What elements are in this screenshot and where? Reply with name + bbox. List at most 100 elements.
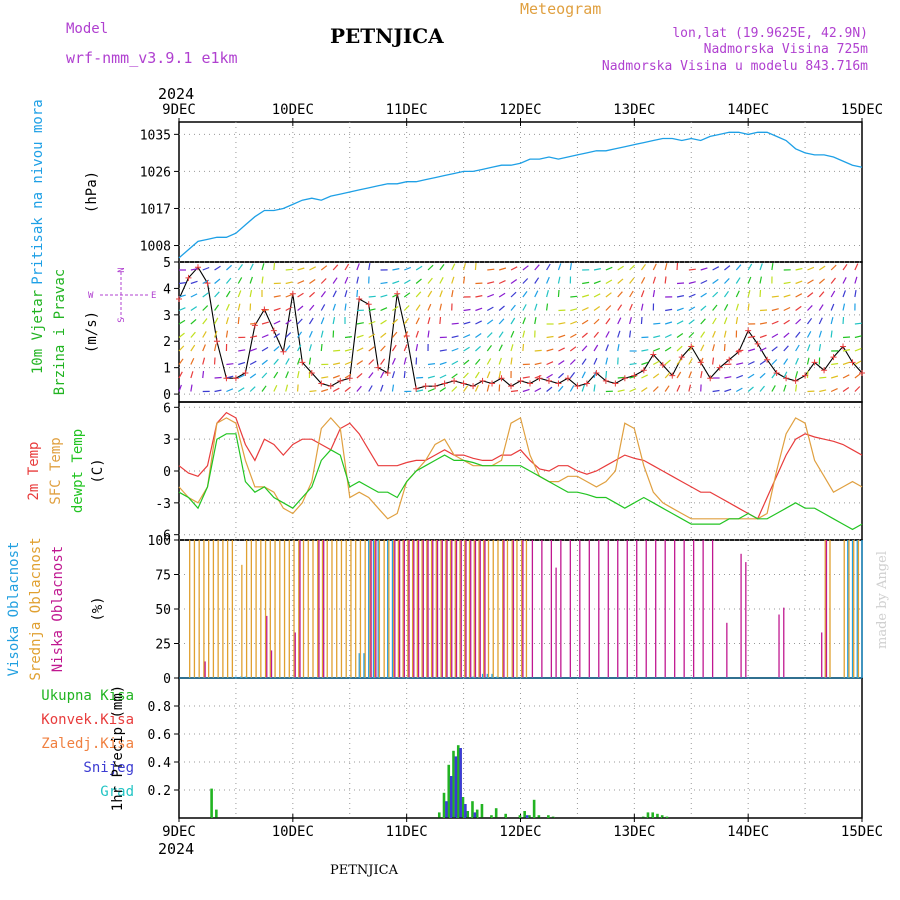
wind-barb bbox=[605, 305, 612, 311]
wind-barb bbox=[190, 293, 198, 298]
wind-barb bbox=[190, 344, 196, 352]
wind-barb bbox=[640, 277, 646, 284]
wind-marker bbox=[327, 383, 334, 390]
wind-barb bbox=[854, 290, 857, 298]
wind-barb bbox=[534, 362, 542, 366]
wind-marker bbox=[821, 367, 828, 374]
wind-marker bbox=[602, 377, 609, 384]
wind-barb bbox=[356, 347, 364, 352]
wind-barb bbox=[830, 264, 837, 271]
wind-barb bbox=[688, 268, 696, 271]
wind-barb bbox=[700, 318, 706, 325]
precip-bar bbox=[651, 812, 655, 818]
precip-bar bbox=[665, 816, 669, 818]
wind-barb bbox=[593, 357, 598, 365]
wind-barb bbox=[178, 345, 185, 352]
model-altitude-label: Nadmorska Visina u modelu 843.716m bbox=[602, 59, 868, 74]
wind-barb bbox=[510, 266, 518, 271]
wind-marker bbox=[318, 380, 325, 387]
wind-barb bbox=[320, 265, 328, 271]
wind-barb bbox=[356, 385, 362, 392]
wind-barb bbox=[558, 322, 566, 325]
wind-barb bbox=[605, 331, 610, 338]
wind-barb bbox=[629, 317, 632, 325]
wind-marker bbox=[688, 343, 695, 350]
wind-barb bbox=[297, 280, 305, 285]
wind-marker bbox=[356, 295, 363, 302]
wind-marker bbox=[289, 290, 296, 297]
wind-barb bbox=[202, 266, 210, 271]
wind-barb bbox=[783, 332, 790, 338]
wind-barb bbox=[178, 384, 182, 392]
precip-bar bbox=[464, 804, 467, 818]
wind-barb bbox=[297, 267, 305, 271]
wind-barb bbox=[806, 344, 811, 352]
wind-barb bbox=[807, 266, 815, 271]
precip-bar bbox=[646, 812, 650, 818]
wind-barb bbox=[570, 320, 578, 325]
wind-barb bbox=[403, 344, 408, 352]
cloud-ytick-label: 50 bbox=[155, 603, 171, 618]
wind-barb bbox=[463, 372, 469, 379]
wind-barb bbox=[747, 276, 752, 284]
wind-barb bbox=[344, 276, 349, 284]
precip-bar bbox=[490, 815, 493, 818]
compass-n: N bbox=[117, 267, 127, 272]
wind-barb bbox=[332, 290, 337, 298]
wind-marker bbox=[375, 364, 382, 371]
wind-barb bbox=[332, 264, 339, 271]
wind-barb bbox=[735, 277, 741, 284]
wind-barb bbox=[356, 276, 359, 284]
wind-barb bbox=[629, 290, 634, 298]
wind-barb bbox=[380, 307, 388, 312]
wind-barb bbox=[854, 322, 862, 325]
wind-barb bbox=[558, 360, 565, 365]
wind-barb bbox=[415, 291, 422, 298]
precip-bar bbox=[454, 756, 458, 818]
wind-barb bbox=[356, 263, 360, 271]
precip-ytick-label: 0.4 bbox=[148, 756, 172, 771]
wind-barb bbox=[250, 335, 258, 339]
wind-barb bbox=[641, 387, 648, 392]
wind-barb bbox=[593, 268, 602, 271]
wind-barb bbox=[830, 375, 839, 379]
wind-marker bbox=[545, 377, 552, 384]
wind-barb bbox=[581, 319, 589, 325]
wind-barb bbox=[581, 307, 589, 312]
wind-barb bbox=[700, 331, 706, 338]
x-tick-label-bottom: 10DEC bbox=[272, 824, 314, 840]
wind-barb bbox=[439, 349, 447, 352]
wind-barb bbox=[664, 359, 671, 365]
pressure-ylabel: Pritisak na nivou mora bbox=[30, 99, 46, 284]
wind-barb bbox=[474, 358, 481, 365]
wind-barb bbox=[427, 303, 432, 311]
wind-barb bbox=[723, 290, 729, 298]
wind-marker bbox=[773, 369, 780, 376]
wind-barb bbox=[759, 372, 766, 379]
wind-barb bbox=[249, 386, 256, 392]
station-title: PETNJICA bbox=[330, 24, 444, 48]
wind-barb bbox=[700, 279, 708, 285]
wind-barb bbox=[605, 344, 609, 352]
wind-barb bbox=[368, 359, 375, 365]
wind-barb bbox=[320, 317, 325, 325]
wind-barb bbox=[842, 361, 850, 366]
wind-barb bbox=[688, 306, 696, 312]
wind-barb bbox=[807, 292, 814, 298]
wind-barb bbox=[534, 374, 542, 379]
wind-barb bbox=[795, 318, 802, 325]
wind-barb bbox=[510, 304, 516, 311]
wind-marker bbox=[432, 383, 439, 390]
wind-barb bbox=[711, 357, 715, 365]
wind-marker bbox=[764, 356, 771, 363]
wind-barb bbox=[818, 291, 825, 298]
wind-barb bbox=[652, 373, 660, 379]
wind-barb bbox=[854, 263, 859, 271]
wind-barb bbox=[581, 358, 587, 365]
wind-barb bbox=[736, 349, 744, 352]
wind-barb bbox=[700, 267, 708, 271]
wind-marker bbox=[337, 377, 344, 384]
x-tick-label-bottom: 11DEC bbox=[386, 824, 428, 840]
wind-barb bbox=[214, 317, 219, 325]
wind-barb bbox=[225, 277, 232, 284]
